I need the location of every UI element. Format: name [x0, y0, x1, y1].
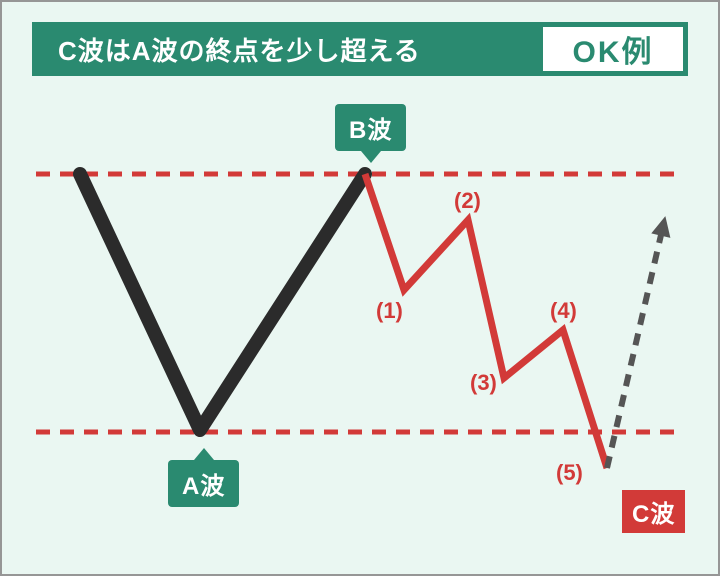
wave-label-b-text: B波: [349, 117, 392, 144]
background-rect: [0, 0, 720, 576]
sub-label-3: (3): [470, 370, 497, 396]
chart-svg: [0, 0, 720, 576]
sub-label-4: (4): [550, 298, 577, 324]
header-bar: C波はA波の終点を少し超える OK例: [32, 22, 688, 76]
wave-label-a: A波: [168, 460, 239, 507]
wave-label-a-pointer: [194, 448, 214, 460]
diagram-canvas: C波はA波の終点を少し超える OK例 A波 B波 C波 (1) (2) (3) (4)…: [0, 0, 720, 576]
wave-label-c-text: C波: [632, 501, 675, 528]
wave-label-c: C波: [622, 490, 685, 533]
sub-label-1: (1): [376, 298, 403, 324]
wave-label-b-pointer: [361, 151, 381, 163]
ok-badge: OK例: [538, 22, 688, 76]
sub-label-5: (5): [556, 460, 583, 486]
header-title: C波はA波の終点を少し超える: [32, 22, 538, 76]
sub-label-2: (2): [454, 188, 481, 214]
wave-label-b: B波: [335, 104, 406, 151]
wave-label-a-text: A波: [182, 473, 225, 500]
